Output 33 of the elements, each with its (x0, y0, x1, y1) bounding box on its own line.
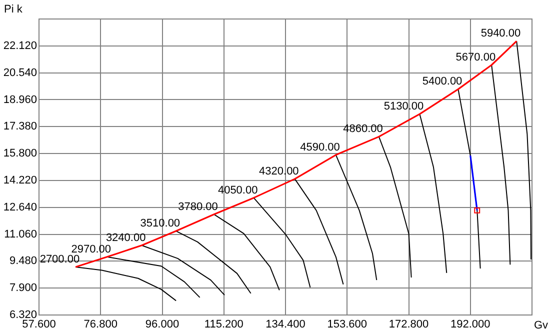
series-label: 3240.00 (106, 232, 146, 244)
series-label: 4860.00 (343, 123, 383, 136)
series-label: 2970.00 (71, 243, 112, 256)
x-axis-title: Gv (534, 320, 548, 332)
y-axis-title: Pi k (4, 4, 23, 16)
y-tick-label: 7.900 (9, 282, 37, 294)
x-tick-label: 172.800 (388, 318, 429, 331)
x-tick-label: 153.600 (327, 318, 368, 331)
x-tick-label: 115.200 (204, 318, 244, 331)
y-tick-label: 18.960 (3, 94, 37, 106)
y-tick-label: 15.800 (3, 148, 37, 160)
y-tick-label: 14.220 (3, 174, 37, 186)
series-label: 5940.00 (480, 28, 521, 40)
x-tick-label: 76.800 (84, 318, 118, 331)
series-label: 4050.00 (218, 184, 258, 196)
x-tick-label: 57.600 (22, 318, 56, 331)
y-tick-label: 22.120 (3, 40, 37, 52)
series-label: 5400.00 (422, 76, 462, 88)
x-tick-label: 134.400 (266, 318, 306, 331)
x-tick-label: 96.000 (145, 318, 180, 331)
y-tick-label: 12.640 (3, 201, 37, 214)
y-tick-label: 11.060 (4, 228, 37, 240)
series-label: 2700.00 (40, 254, 80, 266)
y-tick-label: 17.380 (3, 120, 37, 133)
series-label: 5670.00 (456, 52, 496, 64)
y-tick-label: 20.540 (3, 66, 37, 79)
series-label: 3780.00 (178, 200, 218, 213)
series-label: 5130.00 (384, 100, 424, 113)
y-tick-label: 9.480 (9, 255, 37, 268)
series-label: 3510.00 (140, 218, 180, 230)
series-label: 4590.00 (300, 141, 340, 154)
x-tick-label: 192.000 (450, 318, 490, 331)
series-label: 4320.00 (259, 165, 299, 178)
